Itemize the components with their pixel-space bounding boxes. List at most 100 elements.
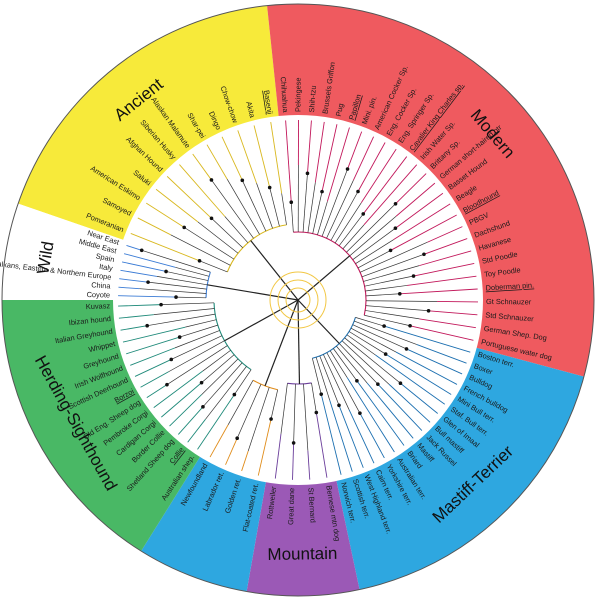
- branch-west-highland-terr: [319, 355, 340, 406]
- breed-label-std-schnauzer: Std Schnauzer: [485, 310, 535, 323]
- leaf-italy: [120, 269, 158, 277]
- branch-beagle: [355, 239, 394, 264]
- leaf-basenji: [270, 122, 283, 194]
- branch-brittany-sp: [346, 203, 396, 253]
- branch-doberman-pin: [365, 293, 400, 297]
- branch-cavalier-king-charles-sp: [338, 213, 364, 247]
- leaf-dingo: [221, 136, 243, 181]
- breed-label-st-bernard: St Bernard: [306, 487, 317, 523]
- leaf-balkans-eastern-northern-europe: [119, 278, 149, 283]
- leaf-irish-wolfhound: [130, 347, 176, 366]
- branch-eng-springer-sp: [334, 202, 362, 244]
- node-dot: [426, 308, 431, 313]
- group-label-mountain: Mountain: [267, 544, 337, 564]
- leaf-american-eskimo: [146, 202, 185, 228]
- node-dot: [393, 226, 398, 231]
- branch-old-eng-sheep-dog: [166, 345, 228, 385]
- leaf-mini-bull-terr: [385, 353, 452, 395]
- leaf-boston-terr: [384, 325, 471, 353]
- branch-mastiff: [336, 345, 368, 384]
- branch-newfoundland: [227, 380, 254, 425]
- leaf-briard: [356, 380, 405, 446]
- breed-label-doberman-pin: Doberman pin.: [485, 281, 534, 293]
- breed-label-pekingese: Pekingese: [294, 77, 303, 112]
- leaf-kuvasz: [118, 304, 162, 307]
- branch-dingo: [241, 180, 267, 232]
- leaf-papillon: [327, 127, 350, 202]
- leaf-staf-bull-terr: [375, 354, 446, 405]
- branch-cairn-terr: [323, 354, 350, 410]
- node-dot: [337, 403, 341, 408]
- node-dot: [240, 178, 245, 183]
- node-dot: [165, 382, 169, 387]
- node-dot: [182, 225, 186, 230]
- leaf-flat-coated-ret: [257, 418, 272, 476]
- leaf-rottweiler: [274, 433, 282, 479]
- leaf-spain: [121, 261, 167, 272]
- clade-stem-mountain: [297, 299, 301, 384]
- leaf-china: [118, 286, 140, 290]
- center-ring: [269, 271, 327, 329]
- node-dot: [232, 392, 237, 397]
- branch-siberian-husky: [224, 216, 249, 244]
- leaf-yorkshire-terr: [359, 412, 385, 459]
- branch-shih-tzu: [302, 173, 308, 233]
- branch-mini-pin: [321, 168, 348, 237]
- breed-label-ibizan-hound: Ibizan hound: [68, 314, 111, 327]
- branch-bull-mastiff: [341, 340, 390, 385]
- leaf-norwich-terr: [320, 394, 342, 475]
- breed-label-gt-schnauzer: Gt Schnauzer: [486, 297, 532, 306]
- branch-akita: [269, 187, 280, 227]
- branch-flat-coated-ret: [270, 389, 279, 420]
- node-dot: [411, 274, 416, 278]
- branch-spain: [165, 271, 209, 281]
- node-dot: [320, 189, 324, 194]
- node-dot: [398, 381, 403, 386]
- leaf-pomeranian: [130, 233, 200, 262]
- node-dot: [305, 171, 310, 176]
- leaf-cairn-terr: [348, 409, 375, 464]
- branch-gt-schnauzer: [365, 300, 437, 302]
- branch-boxer: [354, 320, 418, 345]
- branch-papillon: [317, 201, 328, 235]
- branch-std-poodle: [364, 275, 414, 287]
- leaf-scottish-deerhound: [134, 359, 172, 377]
- node-dot: [235, 436, 239, 441]
- branch-portuguese-water-dog: [364, 314, 411, 327]
- branch-pembroke-corgi: [202, 349, 231, 372]
- node-dot: [388, 248, 393, 253]
- leaf-alaskan-malamute: [192, 153, 212, 181]
- leaf-old-eng-sheep-dog: [146, 384, 168, 399]
- node-dot: [174, 295, 178, 299]
- node-dot: [319, 392, 324, 396]
- node-dot: [361, 212, 366, 216]
- leaf-mini-pin: [347, 131, 363, 170]
- node-dot: [289, 200, 294, 205]
- clade-stem-wild: [207, 284, 299, 301]
- branch-great-dane: [293, 383, 296, 443]
- node-dot: [393, 201, 398, 206]
- leaf-border-collie: [169, 394, 202, 427]
- branch-borzoi: [168, 340, 225, 373]
- leaf-bull-mastiff: [388, 383, 431, 423]
- breed-label-great-dane: Great dane: [286, 488, 296, 525]
- branch-havanese: [363, 265, 420, 282]
- branch-american-cocker-sp: [326, 180, 354, 239]
- branch-balkans-eastern-northern-europe: [148, 281, 207, 290]
- branch-briard: [333, 348, 358, 382]
- leaf-french-bulldog: [395, 351, 458, 385]
- center-ring: [285, 287, 311, 313]
- branch-scottish-deerhound: [171, 335, 223, 360]
- node-dot: [345, 167, 350, 171]
- branch-pug: [312, 191, 323, 234]
- leaf-pug: [321, 124, 338, 192]
- branch-eng-cocker-sp: [330, 191, 359, 241]
- leaf-near-east: [126, 245, 142, 251]
- node-dot: [209, 178, 214, 182]
- node-dot: [422, 252, 426, 257]
- leaf-boxer: [416, 344, 467, 364]
- breed-label-kuvasz: Kuvasz: [86, 301, 111, 311]
- branch-bernese-mtn-dog: [311, 382, 317, 413]
- leaf-shar-pei: [206, 144, 228, 180]
- node-dot: [358, 411, 362, 415]
